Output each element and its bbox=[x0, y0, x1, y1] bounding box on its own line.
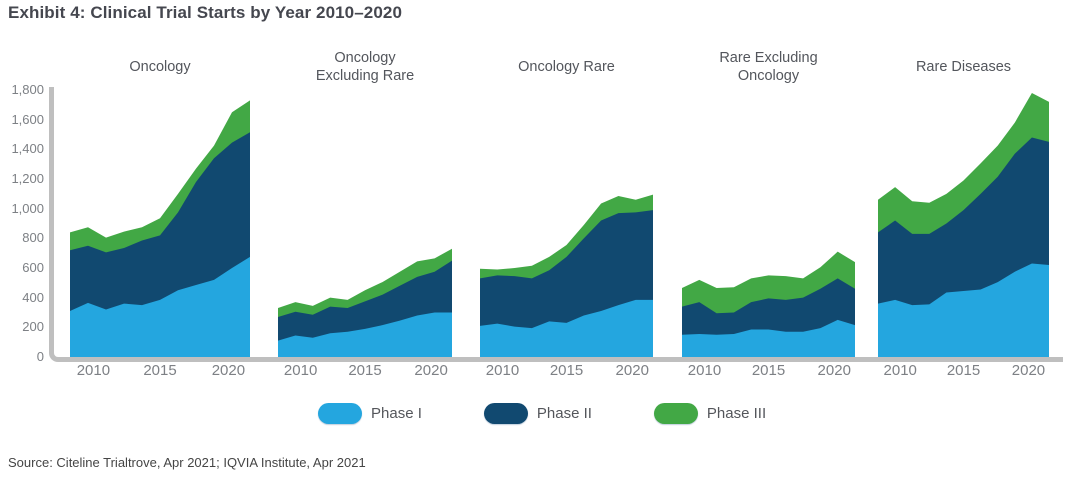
x-tick-label: 2010 bbox=[485, 362, 520, 379]
y-tick-label: 0 bbox=[36, 349, 44, 365]
area-phase-i bbox=[278, 312, 452, 357]
x-tick-label: 2015 bbox=[549, 362, 584, 379]
x-tick-label: 2015 bbox=[751, 362, 786, 379]
phase-ii-swatch-icon bbox=[483, 402, 528, 424]
y-tick-label: 1,000 bbox=[11, 200, 44, 216]
legend: Phase I Phase II Phase III bbox=[318, 400, 766, 426]
y-tick-label: 400 bbox=[22, 289, 44, 305]
panel-title: Oncology bbox=[129, 59, 191, 75]
panel-rare-diseases: Rare Diseases 2010 2015 2020 bbox=[878, 46, 1049, 386]
stacked-area-chart-oncology bbox=[70, 100, 250, 357]
x-tick-label: 2015 bbox=[348, 362, 382, 379]
phase-iii-swatch-icon bbox=[653, 402, 698, 424]
x-tick-label: 2010 bbox=[687, 362, 722, 379]
x-axis-labels: 2010 2015 2020 bbox=[278, 362, 452, 382]
y-tick-label: 1,200 bbox=[11, 171, 44, 186]
panel-title: Rare Excluding Oncology bbox=[719, 50, 818, 84]
x-tick-label: 2020 bbox=[211, 362, 246, 379]
stacked-area-chart-oncology-rare bbox=[480, 194, 653, 357]
stacked-area-chart-rare-diseases bbox=[878, 92, 1049, 357]
y-tick-label: 1,800 bbox=[11, 82, 44, 97]
stacked-area-chart-rare-excluding-oncology bbox=[682, 251, 855, 357]
axis-line bbox=[49, 87, 1063, 362]
x-axis-labels: 2010 2015 2020 bbox=[682, 362, 855, 382]
area-phase-i bbox=[480, 299, 653, 357]
stacked-area-chart-oncology-excluding-rare bbox=[278, 248, 452, 357]
area-phase-i bbox=[70, 256, 250, 357]
x-tick-label: 2020 bbox=[615, 362, 649, 379]
phase-i-swatch-icon bbox=[318, 402, 362, 424]
panel-rare-excluding-oncology: Rare Excluding Oncology 2010 2015 2020 bbox=[682, 46, 855, 386]
y-tick-label: 1,400 bbox=[11, 141, 44, 157]
legend-label: Phase III bbox=[706, 404, 767, 422]
x-tick-label: 2010 bbox=[883, 362, 917, 379]
y-tick-label: 1,600 bbox=[11, 111, 44, 127]
y-tick-label: 200 bbox=[22, 319, 44, 335]
exhibit-title: Exhibit 4: Clinical Trial Starts by Year… bbox=[8, 3, 403, 22]
panel-oncology-excluding-rare: Oncology Excluding Rare 2010 2015 2020 bbox=[278, 46, 452, 386]
area-phase-i bbox=[878, 263, 1049, 357]
panel-oncology: Oncology 2010 2015 2020 bbox=[70, 46, 250, 386]
x-tick-label: 2015 bbox=[143, 362, 177, 379]
area-phase-i bbox=[682, 319, 855, 357]
x-axis-labels: 2010 2015 2020 bbox=[70, 362, 250, 382]
x-axis-labels: 2010 2015 2020 bbox=[480, 362, 653, 382]
legend-label: Phase I bbox=[371, 404, 422, 422]
panel-title: Oncology Rare bbox=[518, 59, 615, 75]
x-tick-label: 2010 bbox=[283, 362, 318, 379]
legend-item-phase-i: Phase I bbox=[318, 402, 422, 424]
legend-item-phase-iii: Phase III bbox=[653, 402, 767, 424]
source-note: Source: Citeline Trialtrove, Apr 2021; I… bbox=[8, 455, 366, 470]
legend-item-phase-ii: Phase II bbox=[483, 402, 592, 424]
y-tick-label: 600 bbox=[22, 260, 44, 276]
y-tick-label: 800 bbox=[22, 230, 44, 246]
panel-title: Oncology Excluding Rare bbox=[315, 50, 415, 84]
x-tick-label: 2010 bbox=[76, 362, 111, 379]
x-tick-label: 2020 bbox=[414, 362, 448, 379]
x-axis-labels: 2010 2015 2020 bbox=[878, 362, 1049, 382]
panel-title: Rare Diseases bbox=[915, 59, 1012, 75]
x-tick-label: 2020 bbox=[1011, 362, 1046, 379]
legend-label: Phase II bbox=[536, 404, 592, 422]
x-tick-label: 2015 bbox=[946, 362, 981, 379]
x-tick-label: 2020 bbox=[817, 362, 851, 379]
panel-oncology-rare: Oncology Rare 2010 2015 2020 bbox=[480, 46, 653, 386]
